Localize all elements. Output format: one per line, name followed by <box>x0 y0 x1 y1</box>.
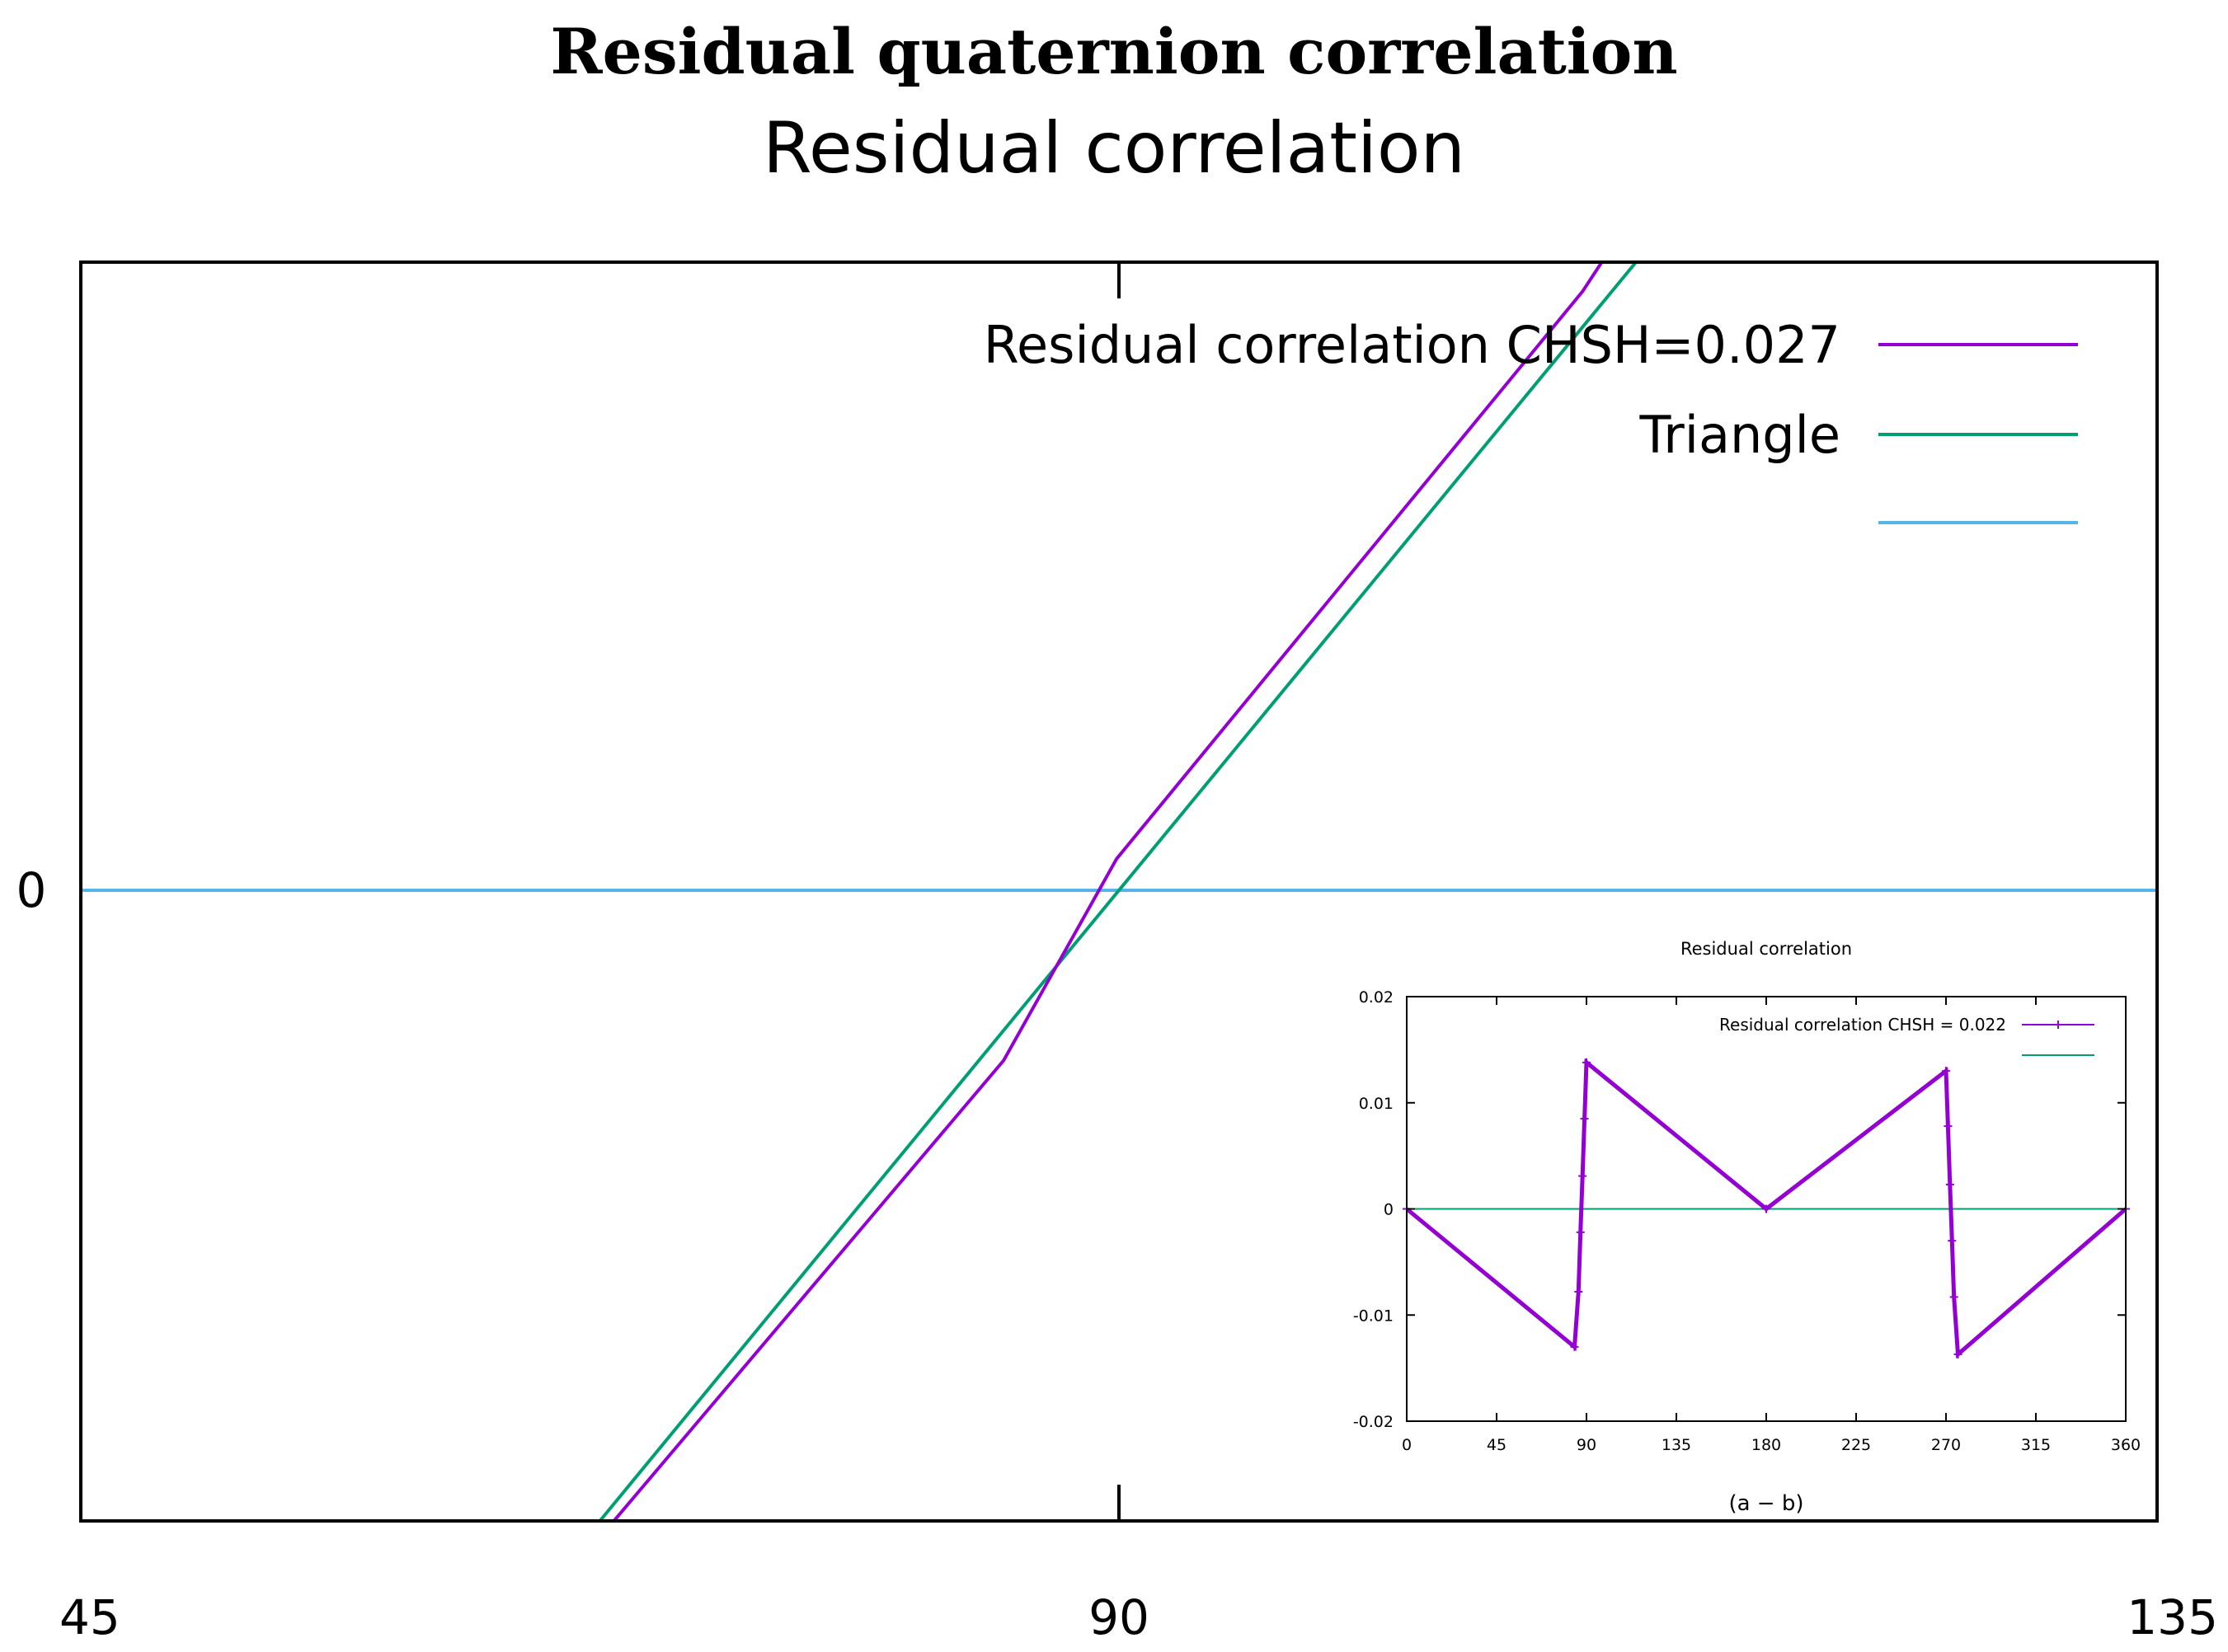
main-y-tick-label: 0 <box>16 862 47 918</box>
inset-legend-label: Residual correlation CHSH = 0.022 <box>1719 1015 2006 1035</box>
inset-x-tick-label: 135 <box>1662 1436 1691 1454</box>
inset-x-tick-label: 270 <box>1931 1436 1961 1454</box>
chart-title: Residual correlation <box>763 107 1465 190</box>
main-legend-label: Residual correlation CHSH=0.027 <box>984 315 1840 375</box>
inset-x-tick-label: 360 <box>2111 1436 2141 1454</box>
main-x-tick-label: 135 <box>2127 1589 2218 1645</box>
inset-y-tick-label: -0.01 <box>1353 1307 1394 1325</box>
main-legend-label: Triangle <box>1639 405 1841 465</box>
inset-x-tick-label: 0 <box>1402 1436 1412 1454</box>
inset-y-tick-label: -0.02 <box>1353 1413 1394 1431</box>
figure-title: Residual quaternion correlation <box>550 15 1678 88</box>
main-series-line-0 <box>611 262 1604 1521</box>
inset-y-tick-label: 0.02 <box>1359 988 1394 1007</box>
inset-title: Residual correlation <box>1680 939 1852 959</box>
inset-x-tick-label: 315 <box>2021 1436 2051 1454</box>
inset-x-tick-label: 225 <box>1841 1436 1871 1454</box>
inset-background <box>1311 923 2154 1517</box>
main-x-tick-label: 90 <box>1088 1589 1149 1645</box>
inset-x-tick-label: 90 <box>1577 1436 1596 1454</box>
inset-x-tick-label: 180 <box>1751 1436 1781 1454</box>
inset-x-axis-label: (a − b) <box>1728 1491 1803 1516</box>
inset-x-tick-label: 45 <box>1487 1436 1506 1454</box>
inset-y-tick-label: 0 <box>1384 1201 1394 1219</box>
inset-y-tick-label: 0.01 <box>1359 1095 1394 1113</box>
main-series-line-1 <box>598 262 1638 1521</box>
main-x-tick-label: 45 <box>59 1589 120 1645</box>
